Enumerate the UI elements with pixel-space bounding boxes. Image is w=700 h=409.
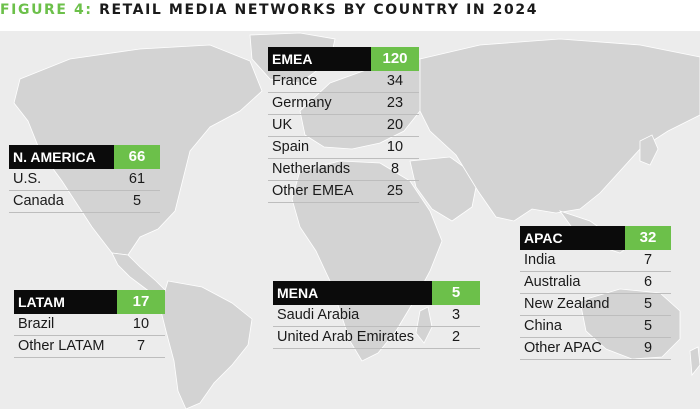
latam-name: LATAM — [14, 290, 117, 314]
australia-shape — [579, 288, 681, 360]
table-row: United Arab Emirates 2 — [273, 327, 480, 349]
world-map — [0, 31, 700, 409]
mena-total: 5 — [432, 281, 480, 305]
table-row: China 5 — [520, 316, 671, 338]
country-name: France — [272, 73, 318, 89]
latam-total: 17 — [117, 290, 165, 314]
country-name: India — [524, 252, 556, 268]
figure-title: FIGURE 4: RETAIL MEDIA NETWORKS BY COUNT… — [0, 0, 700, 22]
table-row: Netherlands 8 — [268, 159, 419, 181]
emea-total: 120 — [371, 47, 419, 71]
country-name: U.S. — [13, 171, 42, 187]
table-row: Spain 10 — [268, 137, 419, 159]
world-map-graphic — [13, 32, 700, 409]
country-value: 9 — [643, 340, 653, 356]
asia-shape — [419, 38, 700, 222]
country-value: 5 — [132, 193, 142, 209]
apac-total: 32 — [625, 226, 671, 250]
emea-name: EMEA — [268, 47, 371, 71]
table-row: France 34 — [268, 71, 419, 93]
country-name: Other LATAM — [18, 338, 105, 354]
japan-shape — [639, 134, 659, 166]
country-name: Australia — [524, 274, 581, 290]
table-row: Germany 23 — [268, 93, 419, 115]
table-row: Brazil 10 — [14, 314, 165, 336]
country-value: 61 — [128, 171, 146, 187]
madagascar-shape — [415, 306, 433, 344]
namerica-box: N. AMERICA 66 U.S. 61 Canada 5 — [9, 145, 160, 213]
country-name: Netherlands — [272, 161, 351, 177]
country-value: 6 — [643, 274, 653, 290]
country-name: Canada — [13, 193, 64, 209]
country-name: China — [524, 318, 562, 334]
country-value: 34 — [386, 73, 404, 89]
table-row: New Zealand 5 — [520, 294, 671, 316]
country-value: 10 — [132, 316, 150, 332]
mena-name: MENA — [273, 281, 432, 305]
country-name: Spain — [272, 139, 310, 155]
table-row: U.S. 61 — [9, 169, 160, 191]
country-value: 25 — [386, 183, 404, 199]
country-value: 8 — [390, 161, 400, 177]
country-value: 7 — [136, 338, 146, 354]
table-row: Other EMEA 25 — [268, 181, 419, 203]
country-name: Saudi Arabia — [277, 307, 360, 323]
country-name: UK — [272, 117, 293, 133]
table-row: Other APAC 9 — [520, 338, 671, 360]
country-name: Other APAC — [524, 340, 602, 356]
country-value: 7 — [643, 252, 653, 268]
table-row: Saudi Arabia 3 — [273, 305, 480, 327]
country-value: 3 — [451, 307, 461, 323]
table-row: Canada 5 — [9, 191, 160, 213]
emea-box: EMEA 120 France 34 Germany 23 UK 20 Spain 10 … — [268, 47, 419, 203]
namerica-name: N. AMERICA — [9, 145, 114, 169]
figure-title-text: RETAIL MEDIA NETWORKS BY COUNTRY IN 2024 — [99, 2, 539, 18]
country-value: 2 — [451, 329, 461, 345]
country-value: 23 — [386, 95, 404, 111]
table-row: UK 20 — [268, 115, 419, 137]
middle-east-shape — [409, 156, 479, 222]
country-value: 10 — [386, 139, 404, 155]
country-value: 5 — [643, 318, 653, 334]
south-america-shape — [159, 280, 253, 409]
country-name: Brazil — [18, 316, 55, 332]
country-name: Other EMEA — [272, 183, 354, 199]
country-value: 5 — [643, 296, 653, 312]
mena-box: MENA 5 Saudi Arabia 3 United Arab Emirates… — [273, 281, 480, 349]
apac-name: APAC — [520, 226, 625, 250]
country-name: Germany — [272, 95, 332, 111]
new-zealand-shape — [689, 346, 700, 377]
country-value: 20 — [386, 117, 404, 133]
country-name: United Arab Emirates — [277, 329, 415, 345]
table-row: Australia 6 — [520, 272, 671, 294]
figure-label: FIGURE 4: — [0, 2, 93, 18]
latam-box: LATAM 17 Brazil 10 Other LATAM 7 — [14, 290, 165, 358]
table-row: Other LATAM 7 — [14, 336, 165, 358]
country-name: New Zealand — [524, 296, 610, 312]
namerica-total: 66 — [114, 145, 160, 169]
apac-box: APAC 32 India 7 Australia 6 New Zealand 5 Ch… — [520, 226, 671, 360]
table-row: India 7 — [520, 250, 671, 272]
africa-shape — [291, 160, 443, 362]
